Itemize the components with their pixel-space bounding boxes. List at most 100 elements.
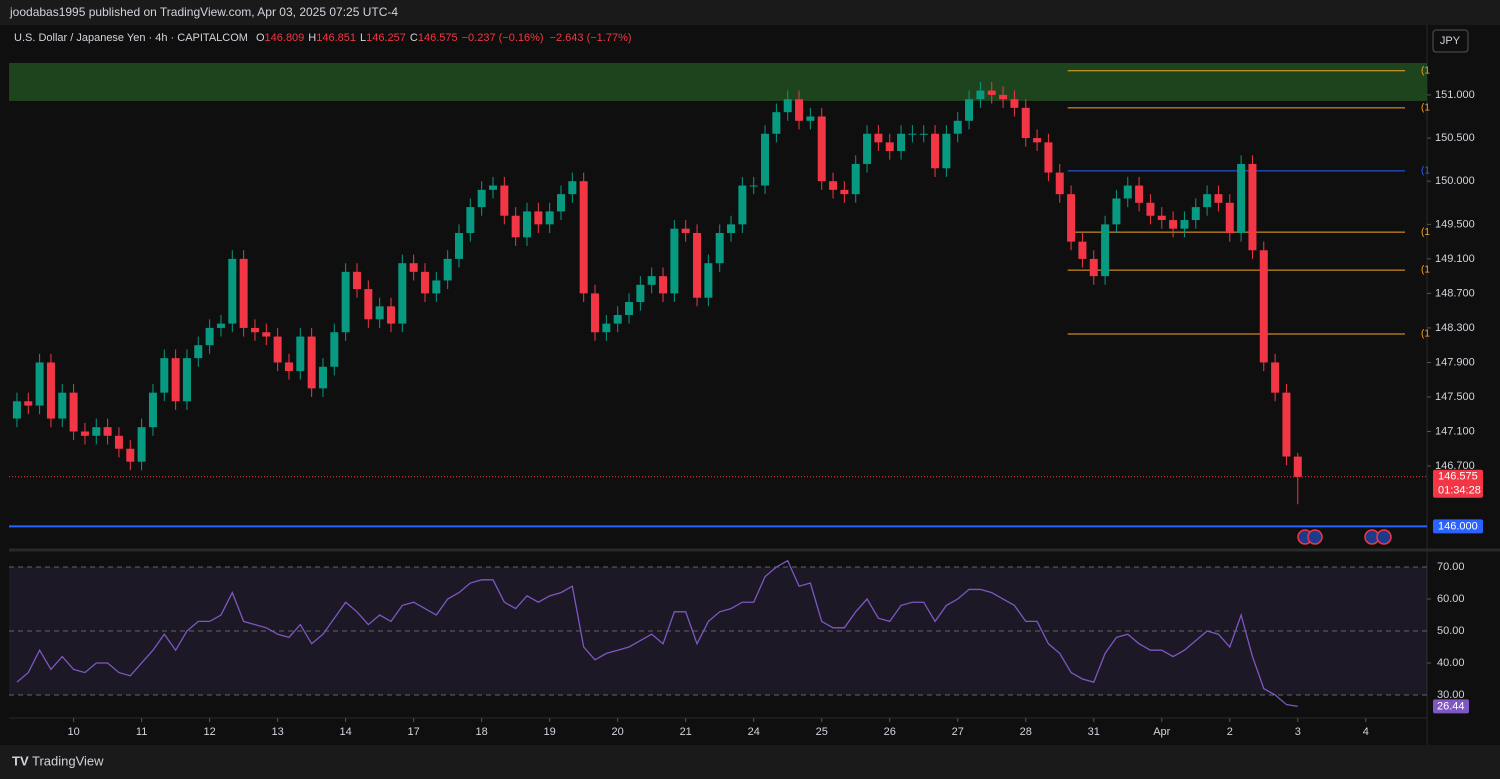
x-tick-label: 4: [1363, 726, 1369, 738]
support-label: 146.000: [1438, 520, 1478, 532]
candle-body: [874, 133, 883, 143]
candle-body: [398, 263, 407, 324]
fib-level-label: (1: [1421, 265, 1430, 276]
candle-body: [12, 401, 21, 419]
x-tick-label: 21: [680, 726, 692, 738]
currency-button[interactable]: [1432, 29, 1469, 53]
candle-body: [80, 431, 89, 436]
candle-body: [942, 133, 951, 169]
candle-body: [1259, 250, 1268, 363]
candle-body: [1203, 194, 1212, 208]
x-tick-label: 19: [544, 726, 556, 738]
candle-body: [613, 314, 622, 324]
candle-body: [228, 258, 237, 324]
ohlc-value: 146.257: [366, 32, 406, 44]
candle-body: [171, 358, 180, 402]
candle-body: [761, 133, 770, 186]
candle-body: [239, 258, 248, 328]
x-tick-label: 12: [204, 726, 216, 738]
ohlc-label: L: [360, 32, 366, 44]
rsi-tick-label: 30.00: [1437, 689, 1465, 701]
candle-body: [1271, 362, 1280, 393]
price-tag: [1433, 469, 1483, 498]
ohlc-label: C: [410, 32, 418, 44]
y-tick-label: 146.700: [1435, 460, 1475, 472]
candle-body: [1248, 163, 1257, 251]
candle-body: [897, 133, 906, 152]
footer: [0, 745, 1500, 779]
candle-body: [1293, 456, 1302, 477]
rsi-line: [16, 559, 1298, 708]
candle-body: [466, 207, 475, 233]
x-tick-label: 24: [748, 726, 760, 738]
candle-body: [443, 258, 452, 281]
change: −0.237 (−0.16%): [462, 32, 544, 44]
candle-body: [591, 293, 600, 333]
fib-level-label: (1: [1421, 227, 1430, 238]
candle-body: [352, 271, 361, 290]
y-tick-label: 148.700: [1435, 287, 1475, 299]
candle-body: [126, 448, 135, 462]
candle-body: [500, 185, 509, 216]
candle-body: [704, 263, 713, 298]
x-tick-label: 11: [136, 726, 147, 738]
candle-body: [432, 280, 441, 294]
candle-body: [1067, 194, 1076, 242]
candle-body: [1055, 172, 1064, 195]
candle-body: [489, 185, 498, 190]
candle-body: [863, 133, 872, 164]
fib-level-label: (1: [1421, 165, 1430, 176]
symbol: U.S. Dollar / Japanese Yen · 4h · CAPITA…: [14, 32, 248, 44]
rsi-tick-label: 60.00: [1437, 593, 1465, 605]
candle-body: [386, 306, 395, 324]
x-tick-label: 14: [340, 726, 352, 738]
candle-body: [114, 435, 123, 449]
candle-body: [1225, 202, 1234, 233]
candle-body: [727, 224, 736, 233]
candle-body: [1214, 194, 1223, 203]
candle-body: [1021, 107, 1030, 139]
candle-body: [148, 392, 157, 428]
y-tick-label: 151.000: [1435, 89, 1475, 101]
rsi-band: [9, 567, 1427, 695]
candle-body: [783, 99, 792, 113]
candle-body: [92, 427, 101, 436]
rsi-last-label: 26.44: [1437, 700, 1465, 712]
ohlc-value: 146.575: [418, 32, 458, 44]
candle-body: [35, 362, 44, 406]
change-total: −2.643 (−1.77%): [550, 32, 632, 44]
candle-body: [1089, 258, 1098, 277]
candle-body: [1237, 163, 1246, 233]
candle-body: [579, 181, 588, 294]
currency[interactable]: JPY: [1440, 35, 1461, 47]
candle-body: [999, 94, 1008, 100]
candle-body: [477, 189, 486, 208]
brand: TradingView: [32, 753, 104, 768]
candle-body: [194, 345, 203, 359]
candle-body: [1123, 185, 1132, 199]
candle-body: [659, 276, 668, 294]
y-tick-label: 147.100: [1435, 425, 1475, 437]
y-tick-label: 148.300: [1435, 322, 1475, 334]
candle-body: [670, 228, 679, 294]
ohlc-value: 146.851: [316, 32, 356, 44]
candle-body: [160, 358, 169, 393]
candle-body: [1180, 220, 1189, 229]
candle-body: [953, 120, 962, 134]
candle-body: [103, 427, 112, 436]
candle-body: [738, 185, 747, 225]
fib-level-label: (1: [1421, 329, 1430, 340]
candle-body: [284, 362, 293, 372]
candle-body: [1010, 99, 1019, 108]
rsi-tag: [1433, 699, 1469, 714]
candle-body: [341, 271, 350, 333]
x-tick-label: 17: [408, 726, 420, 738]
candle-body: [806, 116, 815, 121]
x-tick-label: 20: [612, 726, 624, 738]
event-icon: [1307, 529, 1323, 545]
candle-body: [636, 284, 645, 303]
candle-body: [137, 427, 146, 462]
candle-body: [1033, 138, 1042, 143]
x-tick-label: 2: [1227, 726, 1233, 738]
